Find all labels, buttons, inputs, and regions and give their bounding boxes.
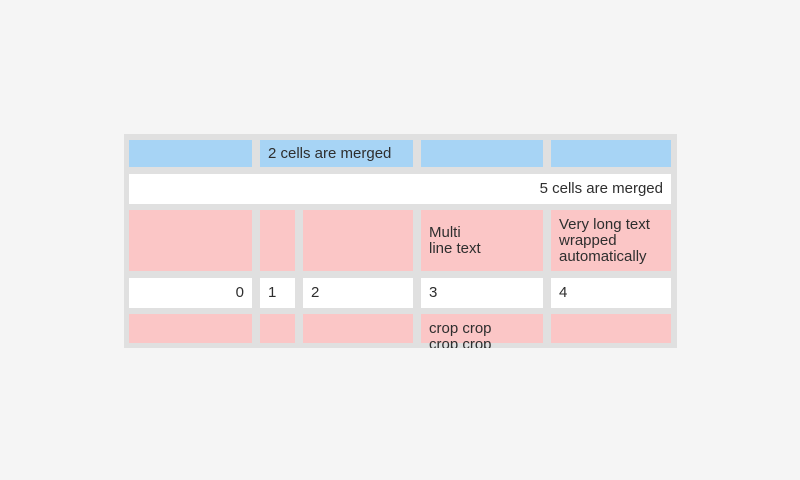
cell-r0-c4[interactable] xyxy=(551,140,671,167)
cell-r4-c0[interactable] xyxy=(129,314,252,343)
cell-r3-c4[interactable]: 4 xyxy=(551,277,671,308)
cell-r0-c3[interactable] xyxy=(421,140,543,167)
cell-r2-c0[interactable] xyxy=(129,210,252,271)
cell-r0-c0[interactable] xyxy=(129,140,252,167)
cell-text-merged-2: 2 cells are merged xyxy=(268,144,392,162)
cell-r3-c1[interactable]: 1 xyxy=(260,277,295,308)
cell-r2-c2[interactable] xyxy=(303,210,413,271)
cell-r3-c2[interactable]: 2 xyxy=(303,277,413,308)
cell-r1-merged[interactable]: 5 cells are merged xyxy=(129,173,671,204)
cell-r4-c1[interactable] xyxy=(260,314,295,343)
cell-r4-c4[interactable] xyxy=(551,314,671,343)
cell-r3-c3[interactable]: 3 xyxy=(421,277,543,308)
cell-r2-c1[interactable] xyxy=(260,210,295,271)
cell-text-cropped: crop crop crop crop xyxy=(429,320,492,349)
cell-r0-merged[interactable]: 2 cells are merged xyxy=(260,140,413,167)
table-widget: 2 cells are merged 5 cells are merged Mu… xyxy=(124,134,677,348)
cell-r4-c2[interactable] xyxy=(303,314,413,343)
cell-text-digit-2: 2 xyxy=(311,283,320,301)
cell-text-wrapped: Very long text wrapped automatically xyxy=(559,215,650,265)
cell-text-digit-1: 1 xyxy=(268,283,277,301)
cell-r2-c4[interactable]: Very long text wrapped automatically xyxy=(551,210,671,271)
cell-text-digit-0: 0 xyxy=(235,283,244,301)
cell-text-digit-4: 4 xyxy=(559,283,568,301)
cell-text-multiline: Multi line text xyxy=(429,223,481,257)
cell-text-merged-5: 5 cells are merged xyxy=(539,179,663,197)
cell-r3-c0[interactable]: 0 xyxy=(129,277,252,308)
cell-r2-c3[interactable]: Multi line text xyxy=(421,210,543,271)
cell-r4-c3[interactable]: crop crop crop crop xyxy=(421,314,543,348)
cell-text-digit-3: 3 xyxy=(429,283,438,301)
